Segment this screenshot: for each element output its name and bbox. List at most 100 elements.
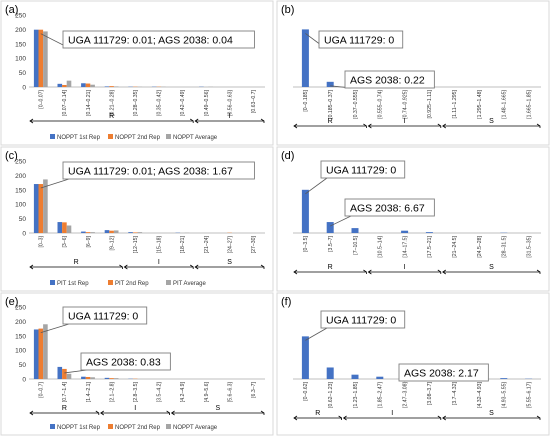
- bar: [67, 81, 72, 87]
- x-tick-label: [0.14–0.21]: [86, 89, 92, 116]
- bar: [327, 222, 334, 233]
- bar: [90, 377, 95, 379]
- x-tick-label: [24–27]: [227, 235, 233, 253]
- bar: [81, 232, 86, 233]
- callout-text: AGS 2038: 6.67: [350, 203, 425, 215]
- x-tick-label: [4.2–4.9]: [180, 381, 186, 402]
- bar: [327, 367, 334, 379]
- callout-text: UGA 111729: 0: [326, 315, 396, 327]
- x-tick-label: [0.62–1.23]: [328, 381, 334, 408]
- group-label: I: [404, 264, 406, 271]
- legend-swatch: [166, 424, 171, 429]
- bar: [90, 85, 95, 87]
- bar: [133, 232, 138, 233]
- x-tick-label: [0.21–0.28]: [109, 89, 115, 116]
- callout-text: AGS 2038: 2.17: [404, 368, 479, 380]
- x-tick-label: [1.23–1.85]: [353, 381, 359, 408]
- x-tick-label: [0.555–0.74]: [378, 89, 384, 118]
- x-tick-label: [0.74–0.925]: [402, 89, 408, 118]
- bar: [34, 184, 39, 233]
- x-tick-label: [12–15]: [133, 235, 139, 253]
- legend-swatch: [166, 280, 171, 285]
- bar: [43, 324, 48, 379]
- group-label: S: [227, 259, 232, 266]
- y-tick-label: 100: [15, 348, 26, 355]
- x-tick-label: [0.42–0.49]: [180, 89, 186, 116]
- legend-label: PIT 1st Rep: [57, 281, 89, 287]
- bar: [114, 378, 119, 379]
- x-tick-label: [21–24.5]: [452, 235, 458, 257]
- x-tick-label: [0–0.62]: [303, 381, 309, 400]
- bar: [67, 226, 72, 233]
- x-tick-label: [0.63–0.7]: [251, 89, 257, 113]
- legend-swatch: [108, 280, 113, 285]
- x-tick-label: [1.11–1.295]: [452, 89, 458, 118]
- x-tick-label: [4.9–5.6]: [204, 381, 210, 402]
- x-tick-label: [10.5–14]: [378, 235, 384, 257]
- bar: [302, 336, 309, 379]
- x-tick-label: [1.665–1.85]: [526, 89, 532, 118]
- bar: [90, 232, 95, 233]
- x-tick-label: [3.08–3.7]: [427, 381, 433, 405]
- bar: [105, 86, 110, 87]
- callout-text: AGS 2038: 0.83: [86, 357, 161, 369]
- chart-panel: (b)[0–0.185][0.185–0.37][0.37–0.555][0.5…: [277, 1, 549, 145]
- group-label: S: [489, 118, 494, 125]
- callout-text: UGA 111729: 0: [68, 311, 138, 323]
- y-tick-label: 50: [19, 70, 27, 77]
- legend-label: NOPPT 2nd Rep: [115, 135, 161, 141]
- y-tick-label: 200: [15, 173, 26, 180]
- panel-label: (b): [281, 4, 294, 16]
- callout-text: AGS 2038: 0.22: [350, 75, 425, 87]
- x-tick-label: [15–18]: [157, 235, 163, 253]
- x-tick-label: [27–30]: [251, 235, 257, 253]
- bar: [43, 31, 48, 87]
- chart-panel: (f)[0–0.62][0.62–1.23][1.23–1.85][1.85–2…: [277, 293, 549, 435]
- y-tick-label: 150: [15, 333, 26, 340]
- group-label: I: [404, 118, 406, 125]
- y-tick-label: 250: [15, 159, 26, 166]
- x-tick-label: [0.28–0.35]: [133, 89, 139, 116]
- panel-frame: [277, 147, 549, 291]
- legend-label: PIT Average: [173, 281, 206, 287]
- x-tick-label: [0–0.7]: [39, 381, 45, 397]
- y-tick-label: 50: [19, 362, 27, 369]
- bar: [109, 231, 114, 233]
- bar: [401, 231, 408, 233]
- bar: [58, 367, 63, 379]
- group-label: S: [215, 405, 220, 412]
- bar: [58, 222, 63, 233]
- y-tick-label: 200: [15, 27, 26, 34]
- x-tick-label: [1.85–2.47]: [378, 381, 384, 408]
- x-tick-label: [28–31.5]: [502, 235, 508, 257]
- y-tick-label: 0: [22, 85, 26, 92]
- group-label: S: [489, 264, 494, 271]
- y-tick-label: 100: [15, 56, 26, 63]
- bar: [426, 232, 433, 233]
- callout-text: UGA 111729: 0: [324, 35, 394, 47]
- group-label: R: [315, 410, 320, 417]
- bar: [34, 30, 39, 87]
- bar: [86, 84, 91, 87]
- x-tick-label: [0–3.5]: [303, 235, 309, 251]
- y-tick-label: 0: [22, 231, 26, 238]
- group-label: I: [134, 405, 136, 412]
- x-tick-label: [2.47–3.08]: [402, 381, 408, 408]
- chart-panel: (a)050100150200250[0–0.07][0.07–0.14][0.…: [1, 1, 273, 145]
- y-tick-label: 150: [15, 187, 26, 194]
- x-tick-label: [6–9]: [86, 235, 92, 247]
- y-tick-label: 100: [15, 202, 26, 209]
- y-tick-label: 50: [19, 216, 27, 223]
- group-label: R: [74, 259, 79, 266]
- bar: [39, 30, 44, 87]
- x-tick-label: [1.48–1.665]: [502, 89, 508, 118]
- bar: [302, 29, 309, 87]
- bar: [109, 86, 114, 87]
- bar: [39, 329, 44, 379]
- group-label: R: [328, 118, 333, 125]
- panel-label: (d): [281, 150, 294, 162]
- x-tick-label: [0–0.185]: [303, 89, 309, 111]
- group-label: R: [62, 405, 67, 412]
